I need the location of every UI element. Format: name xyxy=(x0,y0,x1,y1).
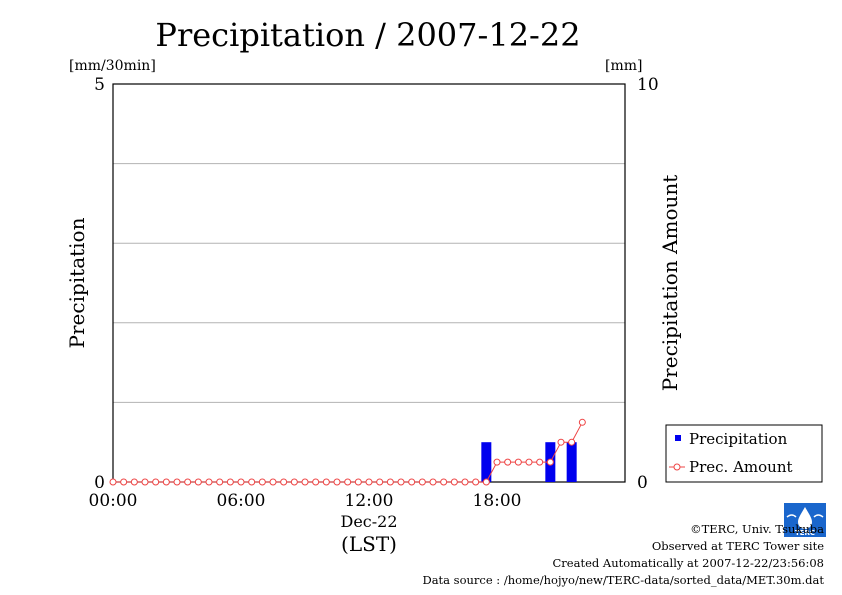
terc-logo: TERC xyxy=(784,503,826,537)
left-axis-unit: [mm/30min] xyxy=(69,58,156,74)
legend-label-prec-amount: Prec. Amount xyxy=(689,458,793,476)
prec-amount-point xyxy=(205,478,213,486)
precipitation-bar xyxy=(481,442,492,482)
left-tick-label: 0 xyxy=(94,473,105,493)
x-unit-label: (LST) xyxy=(341,532,397,556)
prec-amount-point xyxy=(194,478,202,486)
legend-box xyxy=(665,424,823,483)
chart-title: Precipitation / 2007-12-22 xyxy=(155,16,580,54)
prec-amount-point xyxy=(397,478,405,486)
prec-amount-line xyxy=(109,418,586,486)
prec-amount-point xyxy=(301,478,309,486)
prec-amount-point xyxy=(162,478,170,486)
credit-copyright: ©TERC, Univ. Tsukuba xyxy=(690,522,824,536)
legend-marker-swatch xyxy=(673,463,681,471)
prec-amount-point xyxy=(557,438,565,446)
left-axis-label: Precipitation xyxy=(65,217,89,348)
prec-amount-point xyxy=(440,478,448,486)
x-tick-label: 12:00 xyxy=(345,491,394,511)
right-axis-unit: [mm] xyxy=(605,58,642,74)
prec-amount-point xyxy=(354,478,362,486)
credit-created: Created Automatically at 2007-12-22/23:5… xyxy=(552,556,825,570)
prec-amount-point xyxy=(248,478,256,486)
grid-lines xyxy=(113,163,625,403)
precipitation-bar xyxy=(566,442,577,482)
prec-amount-point xyxy=(312,478,320,486)
prec-amount-point xyxy=(408,478,416,486)
left-tick-label: 5 xyxy=(94,75,105,95)
prec-amount-point xyxy=(333,478,341,486)
right-tick-label: 0 xyxy=(637,473,648,493)
prec-amount-point xyxy=(504,458,512,466)
prec-amount-point xyxy=(120,478,128,486)
prec-amount-point xyxy=(226,478,234,486)
prec-amount-point xyxy=(461,478,469,486)
x-tick-label: 06:00 xyxy=(217,491,266,511)
plot-frame xyxy=(112,83,626,483)
prec-amount-point xyxy=(237,478,245,486)
prec-amount-point xyxy=(216,478,224,486)
prec-amount-point xyxy=(472,478,480,486)
credit-site: Observed at TERC Tower site xyxy=(651,539,824,553)
prec-amount-point xyxy=(568,438,576,446)
prec-amount-point xyxy=(525,458,533,466)
wave-left-icon xyxy=(786,514,797,518)
prec-amount-point xyxy=(141,478,149,486)
prec-amount-point xyxy=(130,478,138,486)
legend: Precipitation Prec. Amount xyxy=(665,424,823,483)
prec-amount-point xyxy=(184,478,192,486)
prec-amount-point xyxy=(418,478,426,486)
prec-amount-point xyxy=(450,478,458,486)
prec-amount-point xyxy=(365,478,373,486)
credit-source: Data source : /home/hojyo/new/TERC-data/… xyxy=(422,573,824,587)
right-tick-label: 10 xyxy=(637,75,659,95)
prec-amount-point xyxy=(280,478,288,486)
legend-label-precipitation: Precipitation xyxy=(689,430,788,448)
legend-bar-swatch xyxy=(675,435,681,441)
prec-amount-point xyxy=(109,478,117,486)
x-tick-label: 00:00 xyxy=(89,491,138,511)
water-drop-icon xyxy=(798,507,812,529)
logo-text: TERC xyxy=(795,529,815,537)
prec-amount-point xyxy=(578,418,586,426)
prec-amount-point xyxy=(322,478,330,486)
prec-amount-point xyxy=(173,478,181,486)
right-axis-label: Precipitation Amount xyxy=(658,175,682,392)
x-ticks: 00:00 06:00 12:00 18:00 xyxy=(89,491,522,511)
prec-amount-point xyxy=(536,458,544,466)
wave-right-icon xyxy=(813,514,824,518)
prec-amount-point xyxy=(546,458,554,466)
x-tick-label: 18:00 xyxy=(473,491,522,511)
prec-amount-point xyxy=(429,478,437,486)
prec-amount-point xyxy=(258,478,266,486)
prec-amount-point xyxy=(493,458,501,466)
y-ticks: 0 5 0 10 xyxy=(94,75,658,493)
prec-amount-point xyxy=(514,458,522,466)
prec-amount-point xyxy=(344,478,352,486)
prec-amount-point xyxy=(482,478,490,486)
prec-amount-point xyxy=(152,478,160,486)
prec-amount-point xyxy=(386,478,394,486)
prec-amount-point xyxy=(269,478,277,486)
x-date-label: Dec-22 xyxy=(340,512,397,531)
prec-amount-point xyxy=(290,478,298,486)
prec-amount-polyline xyxy=(113,422,583,483)
prec-amount-point xyxy=(376,478,384,486)
